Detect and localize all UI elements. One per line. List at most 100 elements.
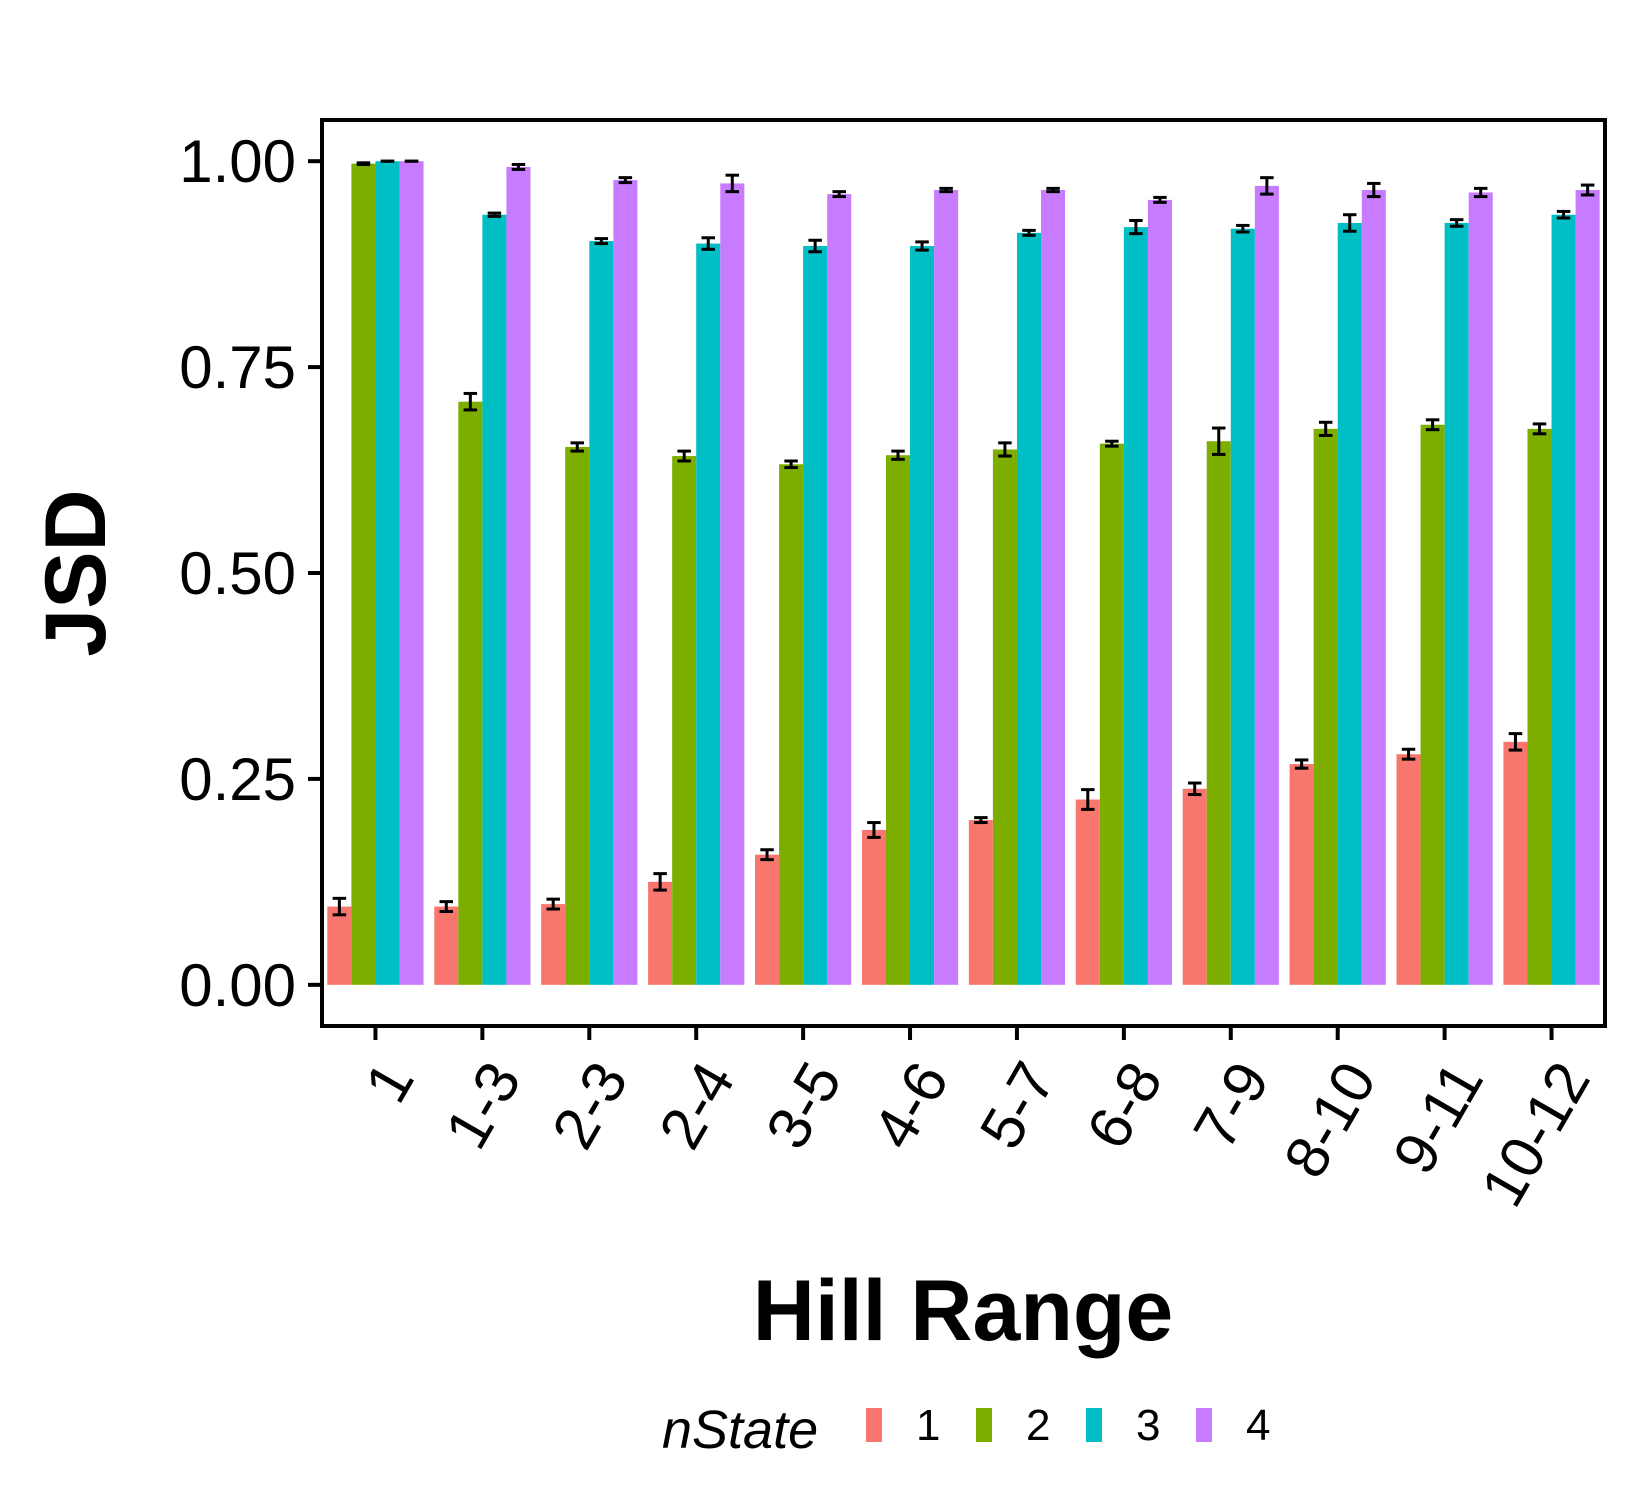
plot-panel xyxy=(320,118,1607,1028)
bar-5-7-nstate-4 xyxy=(1041,190,1066,985)
bar-10-12-nstate-3 xyxy=(1551,214,1576,985)
errorbar-1-3-nstate-4 xyxy=(511,162,526,171)
bar-2-4-nstate-1 xyxy=(648,881,673,985)
errorbar-2-4-nstate-2 xyxy=(677,449,691,463)
legend-title: nState xyxy=(662,1400,818,1460)
errorbar-4-6-nstate-2 xyxy=(891,449,905,461)
errorbar-10-12-nstate-4 xyxy=(1580,183,1595,197)
errorbar-7-9-nstate-3 xyxy=(1236,223,1250,234)
bar-7-9-nstate-4 xyxy=(1254,185,1279,985)
errorbar-6-8-nstate-1 xyxy=(1081,788,1095,811)
errorbar-2-3-nstate-4 xyxy=(618,176,633,185)
legend-label-3: 3 xyxy=(1136,1401,1160,1450)
errorbar-10-12-nstate-2 xyxy=(1532,422,1547,436)
errorbar-10-12-nstate-1 xyxy=(1508,732,1523,752)
bar-1-3-nstate-1 xyxy=(434,906,459,985)
legend-item-1: 1 xyxy=(866,1401,940,1450)
bar-8-10-nstate-1 xyxy=(1289,764,1314,985)
errorbar-8-10-nstate-2 xyxy=(1318,420,1333,437)
errorbar-2-3-nstate-2 xyxy=(570,441,584,453)
x-tick-label: 10-12 xyxy=(1468,1051,1603,1217)
errorbar-1-nstate-2 xyxy=(356,161,371,166)
errorbar-6-8-nstate-4 xyxy=(1153,195,1167,204)
errorbar-1-3-nstate-1 xyxy=(439,900,454,914)
x-tick-label: 1 xyxy=(352,1051,427,1113)
legend-key-3 xyxy=(1086,1408,1102,1442)
x-tick-label: 2-4 xyxy=(646,1051,747,1160)
bar-3-5-nstate-4 xyxy=(827,194,852,985)
errorbar-10-12-nstate-3 xyxy=(1556,209,1571,220)
errorbar-4-6-nstate-1 xyxy=(867,821,881,839)
legend-key-1 xyxy=(866,1408,882,1442)
y-tick-label: 0.50 xyxy=(179,540,296,607)
bar-9-11-nstate-1 xyxy=(1396,754,1421,985)
x-tick-label: 3-5 xyxy=(753,1051,854,1160)
errorbar-4-6-nstate-3 xyxy=(915,240,929,252)
errorbar-7-9-nstate-1 xyxy=(1187,781,1202,797)
bar-3-5-nstate-3 xyxy=(803,246,828,985)
bar-10-12-nstate-2 xyxy=(1527,428,1552,985)
y-tick-label: 0.00 xyxy=(179,952,296,1019)
legend-label-2: 2 xyxy=(1026,1401,1050,1450)
errorbar-3-5-nstate-1 xyxy=(760,848,774,862)
x-tick-label: 8-10 xyxy=(1271,1051,1389,1189)
bar-2-4-nstate-4 xyxy=(720,183,745,985)
bar-7-9-nstate-1 xyxy=(1182,788,1207,985)
errorbar-8-10-nstate-3 xyxy=(1343,213,1357,233)
y-axis: 0.00 0.25 0.50 0.75 1.00 xyxy=(179,128,322,1019)
bar-1-3-nstate-3 xyxy=(482,214,507,985)
legend-label-1: 1 xyxy=(916,1401,940,1450)
legend-key-2 xyxy=(976,1408,992,1442)
errorbar-1-nstate-1 xyxy=(332,896,347,917)
errorbar-2-4-nstate-4 xyxy=(725,173,740,194)
bar-4-6-nstate-3 xyxy=(910,246,935,985)
legend-key-4 xyxy=(1196,1408,1212,1442)
bar-3-5-nstate-1 xyxy=(755,854,780,985)
bar-7-9-nstate-3 xyxy=(1230,228,1255,985)
bar-6-8-nstate-4 xyxy=(1147,199,1172,985)
errorbar-8-10-nstate-1 xyxy=(1294,758,1309,770)
errorbar-3-5-nstate-2 xyxy=(784,459,798,470)
x-tick-label: 6-8 xyxy=(1074,1051,1175,1160)
errorbar-2-4-nstate-1 xyxy=(653,872,667,892)
errorbar-5-7-nstate-4 xyxy=(1046,186,1060,194)
errorbar-7-9-nstate-2 xyxy=(1212,426,1226,456)
bar-1-nstate-2 xyxy=(351,163,376,985)
x-tick-label: 1-3 xyxy=(432,1051,533,1160)
legend-item-3: 3 xyxy=(1086,1401,1160,1450)
bar-6-8-nstate-3 xyxy=(1123,227,1148,985)
errorbar-3-5-nstate-4 xyxy=(832,190,846,199)
bar-5-7-nstate-3 xyxy=(1016,232,1042,985)
bar-10-12-nstate-1 xyxy=(1503,741,1528,985)
bar-2-3-nstate-3 xyxy=(589,241,614,985)
x-tick-label: 7-9 xyxy=(1181,1051,1282,1160)
bar-7-9-nstate-2 xyxy=(1206,441,1231,985)
bar-2-4-nstate-2 xyxy=(672,456,697,985)
errorbar-9-11-nstate-1 xyxy=(1401,747,1416,761)
legend-label-4: 4 xyxy=(1246,1401,1270,1450)
y-tick-label: 1.00 xyxy=(179,128,296,195)
bar-8-10-nstate-2 xyxy=(1313,428,1338,985)
bar-1-3-nstate-4 xyxy=(506,166,531,985)
bar-8-10-nstate-3 xyxy=(1337,222,1362,985)
errorbar-9-11-nstate-4 xyxy=(1473,186,1488,199)
errorbar-9-11-nstate-3 xyxy=(1449,218,1464,228)
errorbar-5-7-nstate-2 xyxy=(998,441,1012,458)
bar-2-3-nstate-4 xyxy=(613,180,638,985)
bar-6-8-nstate-1 xyxy=(1075,799,1100,985)
errorbar-4-6-nstate-4 xyxy=(939,186,953,194)
errorbar-3-5-nstate-3 xyxy=(808,238,822,254)
legend-item-4: 4 xyxy=(1196,1401,1270,1450)
x-axis-title: Hill Range xyxy=(753,1263,1174,1359)
bar-2-3-nstate-2 xyxy=(565,446,590,985)
errorbar-6-8-nstate-2 xyxy=(1105,439,1119,448)
bar-4-6-nstate-4 xyxy=(934,190,959,985)
legend: nState 1 2 3 4 xyxy=(662,1400,1270,1460)
errorbar-2-3-nstate-3 xyxy=(594,237,609,246)
legend-item-2: 2 xyxy=(976,1401,1050,1450)
bar-5-7-nstate-1 xyxy=(968,820,993,985)
errorbar-9-11-nstate-2 xyxy=(1425,418,1440,432)
x-tick-label: 5-7 xyxy=(967,1051,1068,1160)
